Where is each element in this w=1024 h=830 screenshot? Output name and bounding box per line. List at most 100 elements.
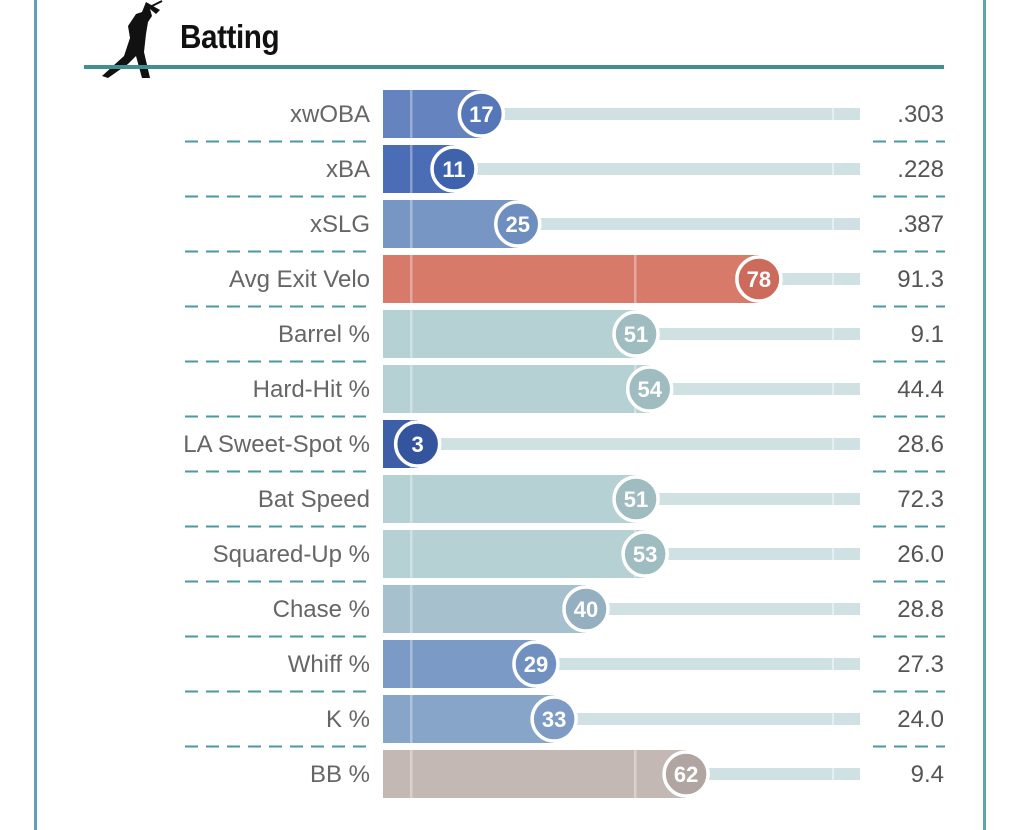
track-divider (832, 273, 834, 285)
metric-label: K % (326, 706, 370, 733)
percentile-label: 40 (574, 597, 598, 622)
track-divider (832, 108, 834, 120)
track-divider (832, 603, 834, 615)
percentile-bar (383, 695, 555, 743)
percentile-bar (383, 640, 536, 688)
header-divider (84, 65, 944, 69)
percentile-track (649, 383, 860, 395)
percentile-label: 33 (542, 707, 566, 732)
percentile-track (636, 328, 860, 340)
percentile-track (517, 218, 860, 230)
percentile-label: 62 (674, 762, 698, 787)
percentile-label: 51 (624, 322, 648, 347)
bar-divider (634, 255, 637, 303)
bar-divider (410, 365, 413, 413)
metric-label: Bat Speed (258, 486, 370, 513)
percentile-circle (494, 200, 542, 248)
percentile-circle (612, 475, 660, 523)
percentile-bar (383, 750, 687, 798)
bar-divider (410, 310, 413, 358)
bar-divider (410, 585, 413, 633)
metric-label: Squared-Up % (213, 541, 370, 568)
percentile-bar (383, 530, 646, 578)
card-frame (34, 0, 986, 830)
metric-label: LA Sweet-Spot % (183, 431, 370, 458)
track-divider (832, 713, 834, 725)
percentile-label: 25 (506, 212, 530, 237)
metric-value: .387 (897, 211, 944, 238)
percentile-track (758, 273, 860, 285)
percentile-circle (625, 365, 674, 413)
percentile-circle (662, 750, 710, 798)
metric-value: 44.4 (897, 376, 944, 403)
metric-label: Avg Exit Velo (229, 266, 370, 293)
percentile-label: 17 (469, 102, 493, 127)
metric-label: Barrel % (278, 321, 370, 348)
section-title: Batting (180, 18, 280, 55)
metric-value: .303 (897, 101, 944, 128)
percentile-track (454, 163, 860, 175)
bar-divider (410, 200, 413, 248)
metric-label: Whiff % (288, 651, 370, 678)
percentile-track (535, 658, 860, 670)
bar-divider (410, 695, 413, 743)
track-divider (832, 328, 834, 340)
bar-divider (410, 145, 413, 193)
metric-label: xSLG (310, 211, 370, 238)
percentile-circle (735, 255, 783, 303)
percentile-circle (430, 145, 478, 193)
metric-label: Hard-Hit % (253, 376, 370, 403)
percentile-label: 78 (747, 267, 771, 292)
percentile-bar (383, 255, 759, 303)
percentile-circle (562, 585, 610, 633)
metric-value: 27.3 (897, 651, 944, 678)
bar-divider (410, 640, 413, 688)
percentile-track (645, 548, 860, 560)
percentile-bar (383, 365, 650, 413)
bar-divider (410, 530, 413, 578)
percentile-track (586, 603, 860, 615)
track-divider (832, 383, 834, 395)
percentile-track (636, 493, 860, 505)
percentile-chart: 17 xwOBA .303 11 xBA .228 25 xSLG .387 78 Avg Exit… (183, 90, 945, 798)
percentile-circle (393, 420, 442, 468)
bar-divider (410, 255, 413, 303)
track-divider (832, 438, 834, 450)
percentile-track (481, 108, 860, 120)
metric-label: Chase % (273, 596, 370, 623)
metric-value: 72.3 (897, 486, 944, 513)
percentile-label: 11 (442, 157, 465, 182)
track-divider (832, 493, 834, 505)
bar-divider (410, 750, 413, 798)
percentile-label: 54 (637, 377, 662, 402)
percentile-bar (383, 310, 637, 358)
percentile-track (686, 768, 860, 780)
batter-silhouette-icon (102, 0, 163, 78)
percentile-bar (383, 585, 586, 633)
metric-value: .228 (897, 156, 944, 183)
percentile-label: 29 (524, 652, 548, 677)
metric-label: BB % (310, 761, 370, 788)
percentile-circle (530, 695, 578, 743)
percentile-circle (457, 90, 506, 138)
track-divider (832, 548, 834, 560)
percentile-circle (612, 310, 660, 358)
bar-divider (410, 90, 413, 138)
bar-divider (410, 475, 413, 523)
percentile-circle (621, 530, 669, 578)
bar-divider (634, 750, 637, 798)
percentile-label: 51 (624, 487, 648, 512)
metric-value: 28.8 (897, 596, 944, 623)
metric-value: 9.1 (911, 321, 944, 348)
metric-label: xwOBA (290, 101, 370, 128)
percentile-circle (512, 640, 560, 688)
track-divider (832, 163, 834, 175)
track-divider (832, 658, 834, 670)
metric-value: 91.3 (897, 266, 944, 293)
track-divider (832, 768, 834, 780)
percentile-label: 53 (633, 542, 657, 567)
percentile-label: 3 (412, 432, 424, 457)
percentile-bar (383, 475, 637, 523)
metric-value: 28.6 (897, 431, 944, 458)
metric-value: 26.0 (897, 541, 944, 568)
